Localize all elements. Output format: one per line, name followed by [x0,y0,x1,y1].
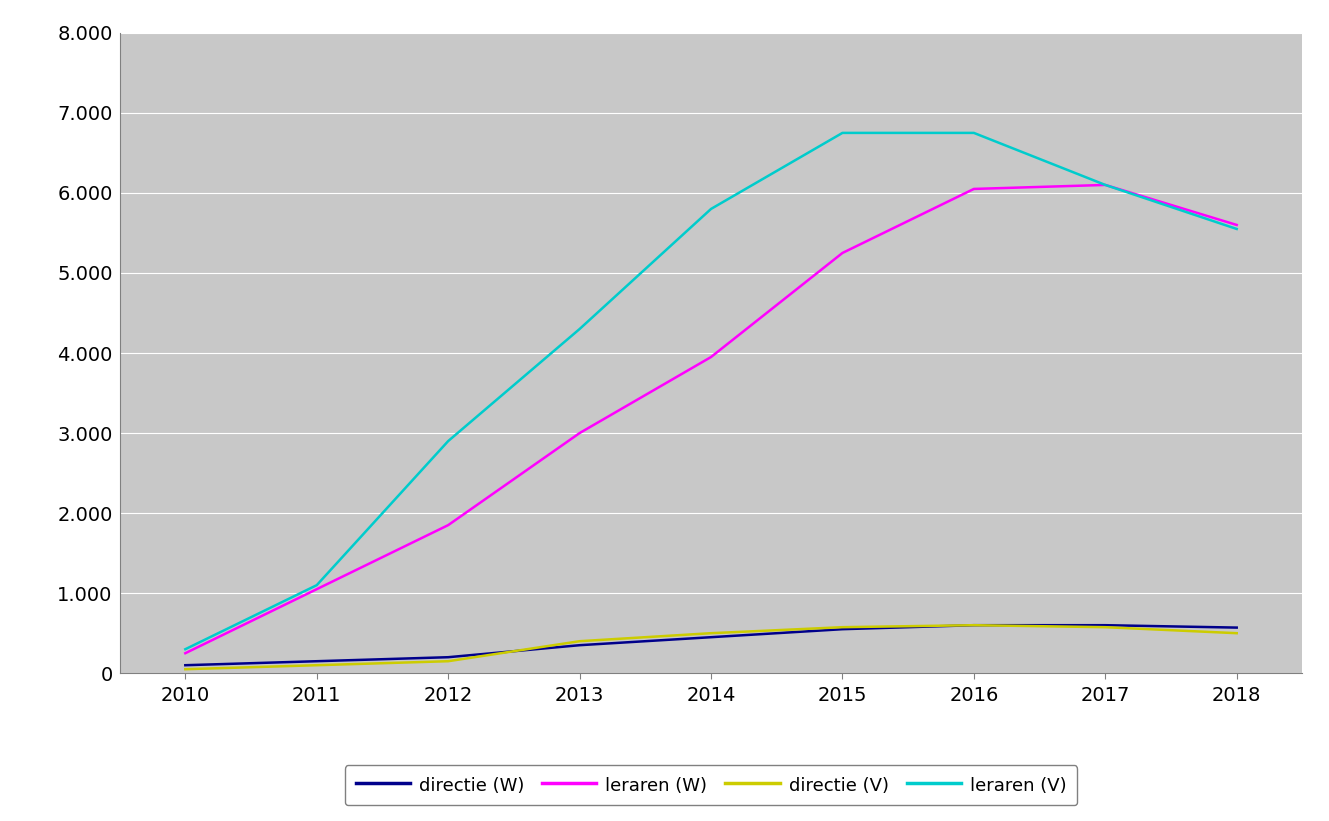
Legend: directie (W), leraren (W), directie (V), leraren (V): directie (W), leraren (W), directie (V),… [344,765,1078,805]
